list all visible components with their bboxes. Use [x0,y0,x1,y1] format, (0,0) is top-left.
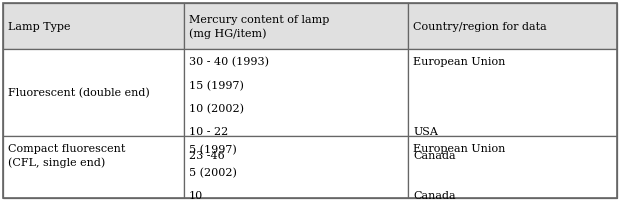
Text: Mercury content of lamp
(mg HG/item): Mercury content of lamp (mg HG/item) [189,15,329,38]
Text: Country/region for data: Country/region for data [413,22,547,32]
Text: 5 (1997): 5 (1997) [189,144,237,154]
Text: Lamp Type: Lamp Type [8,22,71,32]
Bar [184,49,408,136]
Text: Fluorescent (double end): Fluorescent (double end) [8,88,150,98]
Bar [408,136,617,198]
Bar [184,4,408,49]
Text: 10: 10 [189,190,203,200]
Bar [408,49,617,136]
Text: 30 - 40 (1993): 30 - 40 (1993) [189,57,269,67]
Bar [3,136,184,198]
Bar [184,136,408,198]
Text: European Union: European Union [413,144,505,154]
Text: 15 (1997): 15 (1997) [189,80,244,90]
Text: Canada: Canada [413,150,456,160]
Text: Canada: Canada [413,190,456,200]
Text: 10 - 22: 10 - 22 [189,127,228,137]
Text: 10 (2002): 10 (2002) [189,104,244,114]
Text: 23 -46: 23 -46 [189,150,225,160]
Bar [3,49,184,136]
Text: European Union: European Union [413,57,505,67]
Text: Compact fluorescent
(CFL, single end): Compact fluorescent (CFL, single end) [8,144,125,168]
Text: 5 (2002): 5 (2002) [189,167,237,177]
Bar [3,4,184,49]
Text: USA: USA [413,127,438,137]
Bar [408,4,617,49]
